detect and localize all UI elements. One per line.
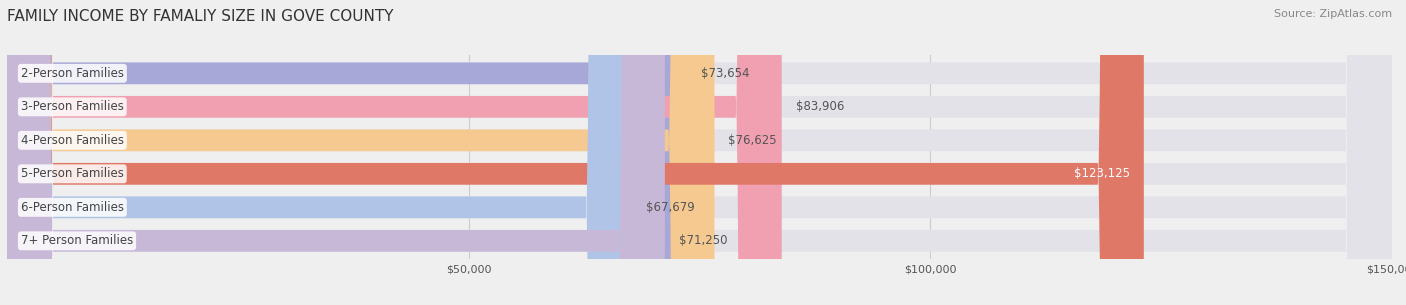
Text: $83,906: $83,906 [796, 100, 844, 113]
FancyBboxPatch shape [7, 0, 1392, 305]
Text: $123,125: $123,125 [1074, 167, 1130, 180]
FancyBboxPatch shape [7, 0, 665, 305]
Text: 5-Person Families: 5-Person Families [21, 167, 124, 180]
Text: 4-Person Families: 4-Person Families [21, 134, 124, 147]
FancyBboxPatch shape [7, 0, 1392, 305]
Text: $76,625: $76,625 [728, 134, 778, 147]
FancyBboxPatch shape [7, 0, 1392, 305]
FancyBboxPatch shape [7, 0, 1392, 305]
FancyBboxPatch shape [7, 0, 1392, 305]
FancyBboxPatch shape [7, 0, 714, 305]
Text: FAMILY INCOME BY FAMALIY SIZE IN GOVE COUNTY: FAMILY INCOME BY FAMALIY SIZE IN GOVE CO… [7, 9, 394, 24]
FancyBboxPatch shape [7, 0, 1392, 305]
Text: Source: ZipAtlas.com: Source: ZipAtlas.com [1274, 9, 1392, 19]
Text: $67,679: $67,679 [645, 201, 695, 214]
FancyBboxPatch shape [7, 0, 1144, 305]
FancyBboxPatch shape [7, 0, 688, 305]
Text: $73,654: $73,654 [702, 67, 749, 80]
Text: 3-Person Families: 3-Person Families [21, 100, 124, 113]
Text: 2-Person Families: 2-Person Families [21, 67, 124, 80]
Text: $71,250: $71,250 [679, 234, 727, 247]
Text: 7+ Person Families: 7+ Person Families [21, 234, 134, 247]
Text: 6-Person Families: 6-Person Families [21, 201, 124, 214]
FancyBboxPatch shape [7, 0, 631, 305]
FancyBboxPatch shape [7, 0, 782, 305]
